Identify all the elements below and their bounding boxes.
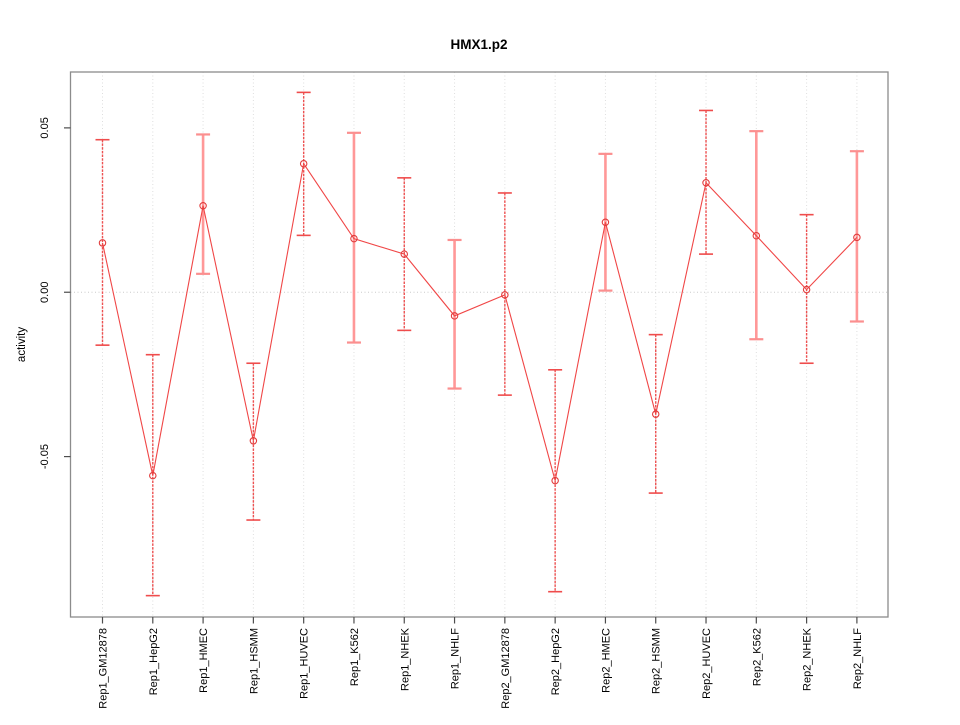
grid-layer (70, 72, 888, 617)
data-point (802, 285, 811, 294)
data-point (450, 312, 459, 320)
chart-title: HMX1.p2 (450, 37, 507, 52)
data-point (752, 231, 761, 240)
y-tick-label: -0.05 (39, 444, 51, 469)
series-layer (95, 91, 864, 597)
x-tick-label: Rep2_NHLF (852, 628, 864, 689)
x-tick-label: Rep1_NHEK (399, 627, 411, 691)
data-point (400, 250, 409, 258)
data-point (702, 179, 710, 187)
x-tick-label: Rep1_NHLF (450, 628, 462, 689)
data-point (501, 291, 509, 299)
y-tick-label: 0.00 (39, 282, 51, 303)
plot-border (69, 71, 889, 618)
x-tick-label: Rep2_NHEK (802, 627, 814, 691)
data-point (853, 233, 861, 242)
axis-layer: -0.05 0.00 0.05 Rep1_GM12878 Rep1_HepG2 Rep1_… (39, 117, 864, 709)
data-point (601, 218, 610, 226)
x-tick-label: Rep1_HMEC (198, 628, 210, 693)
x-tick-label: Rep2_K562 (751, 628, 763, 686)
x-tick-label: Rep2_GM12878 (500, 628, 512, 709)
y-axis-label: activity (16, 327, 28, 362)
x-tick-label: Rep1_GM12878 (98, 628, 110, 709)
data-point (149, 471, 157, 480)
x-tick-label: Rep1_K562 (349, 628, 361, 686)
data-point (98, 239, 107, 247)
x-tick-label: Rep1_HSMM (248, 628, 260, 694)
x-tick-label: Rep2_HUVEC (701, 628, 713, 699)
data-point (249, 437, 258, 445)
series-line (101, 162, 858, 481)
x-tick-label: Rep1_HepG2 (148, 628, 160, 695)
x-tick-label: Rep1_HUVEC (299, 628, 311, 699)
plot-frame (69, 71, 889, 618)
data-point (199, 202, 207, 210)
x-tick-label: Rep2_HMEC (600, 628, 612, 693)
x-tick-label: Rep2_HepG2 (550, 628, 562, 695)
data-point (651, 410, 660, 418)
x-tick-label: Rep2_HSMM (651, 628, 663, 694)
data-point (350, 234, 358, 243)
y-tick-label: 0.05 (39, 117, 51, 138)
data-point (551, 476, 559, 485)
data-point (299, 159, 308, 168)
